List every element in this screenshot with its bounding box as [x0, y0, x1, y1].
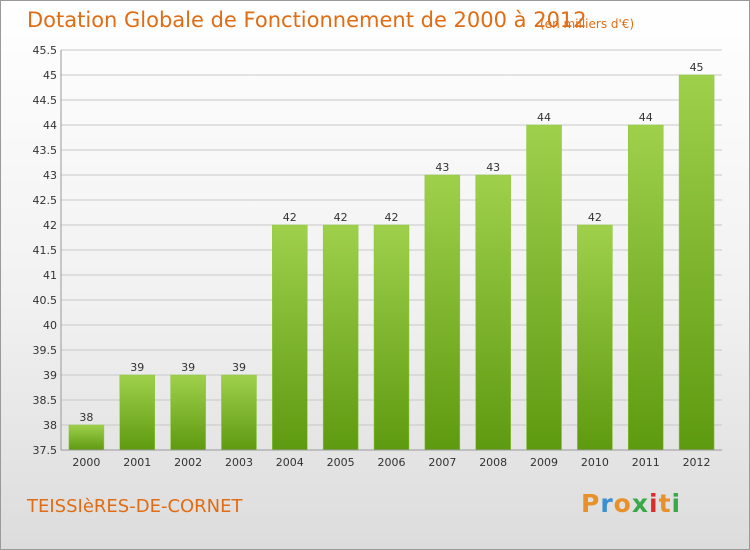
data-label: 44 — [639, 111, 653, 124]
y-tick-label: 39.5 — [33, 344, 58, 357]
data-label: 43 — [486, 161, 500, 174]
bar-2006 — [373, 224, 410, 451]
logo-letter: t — [658, 489, 672, 518]
data-label: 45 — [690, 61, 704, 74]
x-tick-label: 2006 — [378, 456, 406, 469]
bar-2007 — [424, 174, 461, 451]
bars — [68, 74, 715, 451]
data-label: 39 — [181, 361, 195, 374]
bar-2000 — [68, 424, 105, 451]
y-tick-label: 41.5 — [33, 244, 58, 257]
bar-2002 — [170, 374, 206, 451]
bar-2011 — [627, 124, 664, 451]
bar-2001 — [119, 374, 156, 451]
x-tick-label: 2011 — [632, 456, 660, 469]
logo-letter: r — [600, 489, 614, 518]
y-tick-label: 40.5 — [33, 294, 58, 307]
data-label: 42 — [385, 211, 399, 224]
data-label: 42 — [588, 211, 602, 224]
chart-unit: (en milliers d'€) — [540, 17, 635, 31]
x-tick-label: 2009 — [530, 456, 558, 469]
logo-letter: P — [581, 489, 601, 518]
x-axis-tick-labels: 2000 2001 2002 2003 2004 2005 2006 2007 2008 2009… — [72, 456, 710, 469]
data-label: 38 — [79, 411, 93, 424]
x-tick-label: 2004 — [276, 456, 304, 469]
bar-2008 — [475, 174, 511, 451]
logo-letter: o — [613, 489, 632, 518]
x-tick-label: 2003 — [225, 456, 253, 469]
y-tick-label: 38 — [43, 419, 57, 432]
bar-2003 — [221, 374, 257, 451]
data-label: 39 — [130, 361, 144, 374]
y-tick-label: 41 — [43, 269, 57, 282]
bar-2010 — [577, 224, 613, 451]
y-tick-label: 37.5 — [33, 444, 58, 457]
y-tick-label: 42 — [43, 219, 57, 232]
x-tick-label: 2012 — [683, 456, 711, 469]
y-tick-label: 42.5 — [33, 194, 58, 207]
logo-letter: i — [649, 489, 659, 518]
chart-title: Dotation Globale de Fonctionnement de 20… — [27, 8, 587, 32]
y-tick-label: 40 — [43, 319, 57, 332]
y-tick-label: 39 — [43, 369, 57, 382]
x-tick-label: 2005 — [327, 456, 355, 469]
bar-2005 — [322, 224, 359, 451]
y-tick-label: 43.5 — [33, 144, 58, 157]
data-label: 43 — [435, 161, 449, 174]
y-tick-label: 43 — [43, 169, 57, 182]
y-tick-label: 44 — [43, 119, 57, 132]
x-tick-label: 2008 — [479, 456, 507, 469]
x-tick-label: 2000 — [72, 456, 100, 469]
y-tick-label: 38.5 — [33, 394, 58, 407]
data-label: 42 — [334, 211, 348, 224]
y-tick-label: 44.5 — [33, 94, 58, 107]
bar-2012 — [678, 74, 715, 451]
x-tick-label: 2007 — [428, 456, 456, 469]
bar-2004 — [272, 224, 308, 451]
logo-letter: x — [631, 489, 649, 518]
x-tick-label: 2002 — [174, 456, 202, 469]
data-label: 44 — [537, 111, 551, 124]
bar-2009 — [526, 124, 562, 451]
data-labels: 38 39 39 39 42 42 42 43 43 44 42 44 45 — [79, 61, 703, 424]
commune-name: TEISSIèRES-DE-CORNET — [27, 496, 243, 517]
y-tick-label: 45.5 — [33, 44, 58, 57]
data-label: 39 — [232, 361, 246, 374]
proxiti-logo[interactable]: Proxiti — [581, 489, 681, 518]
y-tick-label: 45 — [43, 69, 57, 82]
y-axis-tick-labels: 37.5 38 38.5 39 39.5 40 40.5 41 41.5 42 42.5 43 43.5… — [33, 44, 58, 457]
data-label: 42 — [283, 211, 297, 224]
x-tick-label: 2001 — [123, 456, 151, 469]
logo-letter: i — [671, 489, 682, 518]
x-tick-label: 2010 — [581, 456, 609, 469]
